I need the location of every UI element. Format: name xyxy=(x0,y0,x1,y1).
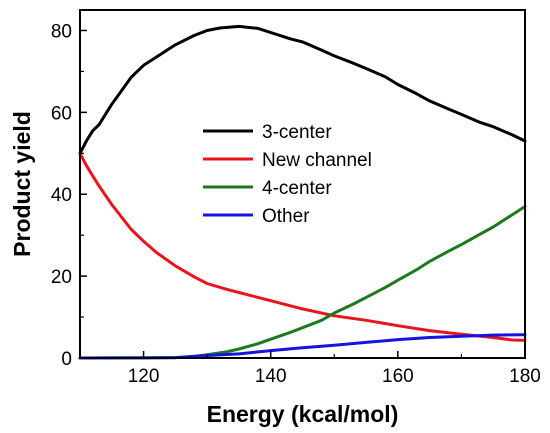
series-line-other xyxy=(78,333,527,360)
legend-label-3-center: 3-center xyxy=(262,122,332,143)
plot-frame xyxy=(79,9,526,359)
legend: 3-center New channel 4-center Other xyxy=(203,122,372,227)
series-line-3-center xyxy=(78,24,527,155)
ticks-layer: 120 140 160 180 0 20 40 60 80 xyxy=(51,21,541,387)
y-tick-label: 60 xyxy=(51,103,72,124)
x-tick-label: 160 xyxy=(382,366,414,387)
legend-label-new-channel: New channel xyxy=(262,150,372,171)
x-tick-label: 140 xyxy=(255,366,287,387)
series-line-new-channel xyxy=(78,151,527,342)
x-tick-label: 120 xyxy=(128,366,160,387)
legend-label-4-center: 4-center xyxy=(262,178,332,199)
y-tick-label: 40 xyxy=(51,185,72,206)
legend-label-other: Other xyxy=(262,206,310,227)
y-axis-title: Product yield xyxy=(9,111,35,257)
y-tick-label: 0 xyxy=(61,349,72,370)
x-tick-label: 180 xyxy=(509,366,541,387)
x-axis-title: Energy (kcal/mol) xyxy=(207,401,399,427)
y-tick-label: 80 xyxy=(51,21,72,42)
y-tick-label: 20 xyxy=(51,267,72,288)
